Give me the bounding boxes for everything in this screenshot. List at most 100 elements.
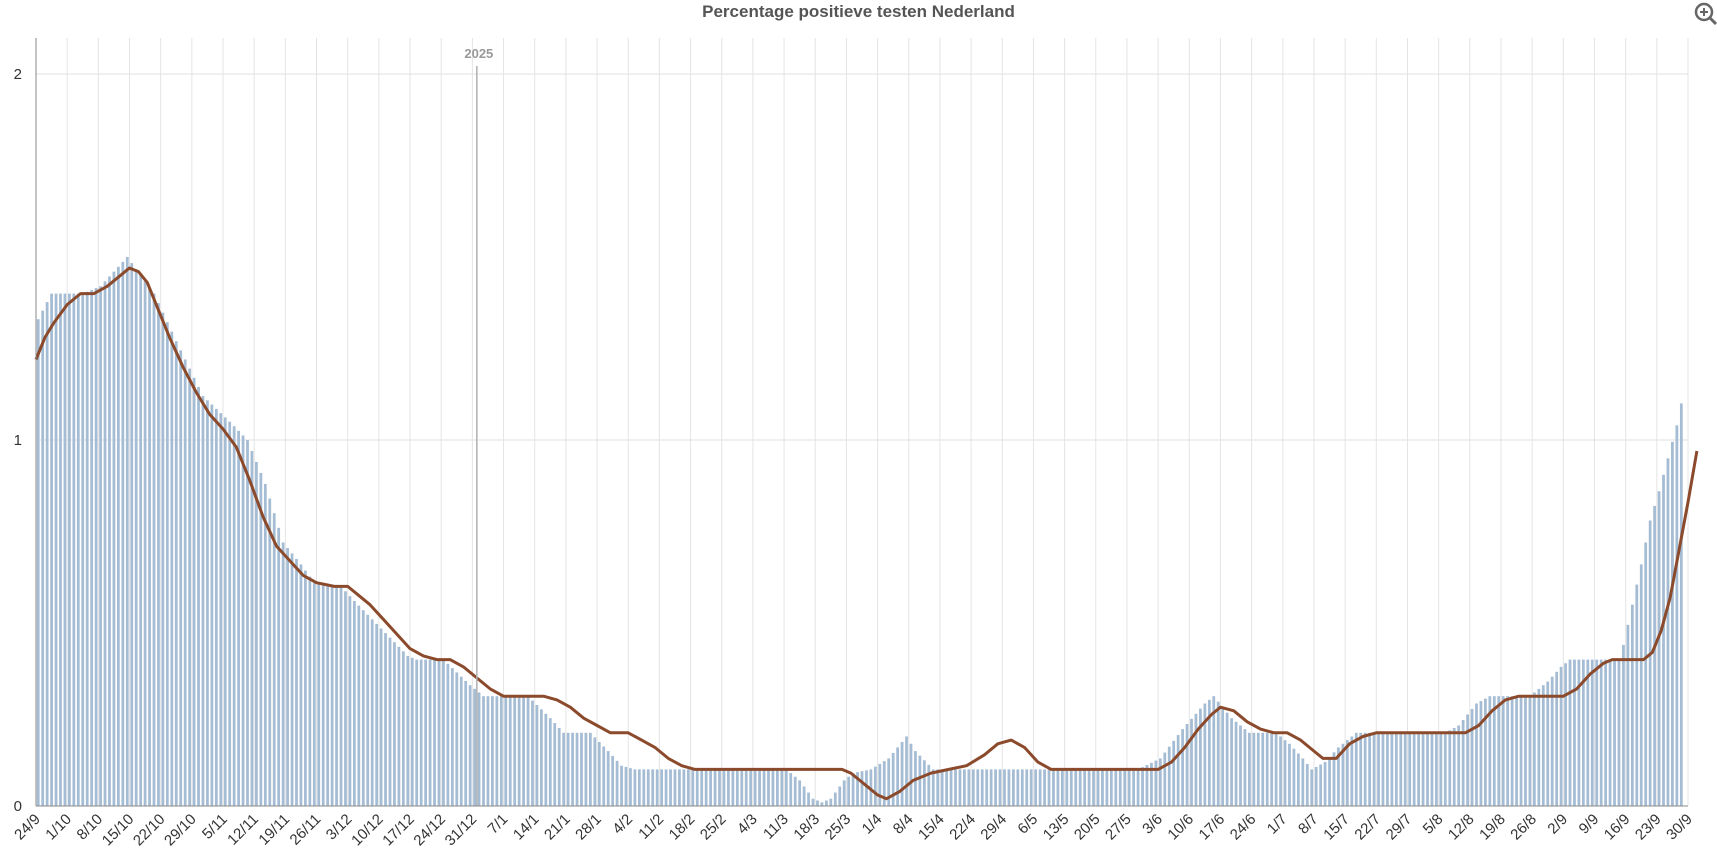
bar xyxy=(1599,659,1603,806)
bar xyxy=(1350,736,1354,806)
bar xyxy=(971,769,975,806)
bar xyxy=(41,310,45,806)
x-tick-label: 4/3 xyxy=(734,811,761,838)
bar xyxy=(446,663,450,806)
bar xyxy=(1185,724,1189,806)
bar xyxy=(922,760,926,806)
x-tick-label: 15/10 xyxy=(99,811,138,850)
bar xyxy=(1573,659,1576,806)
bar xyxy=(1359,732,1363,806)
zoom-icon[interactable] xyxy=(1691,0,1717,26)
bar xyxy=(268,498,272,806)
bar xyxy=(820,802,824,806)
bar xyxy=(179,350,183,806)
bar xyxy=(1248,732,1251,806)
x-tick-label: 22/4 xyxy=(946,811,979,844)
bar xyxy=(99,286,102,806)
bar xyxy=(637,769,641,806)
bar xyxy=(1479,701,1483,806)
bar xyxy=(802,786,806,806)
bar xyxy=(678,769,681,806)
bar xyxy=(789,773,793,806)
bar xyxy=(1626,624,1630,806)
bar xyxy=(152,293,156,807)
bar xyxy=(1399,732,1403,806)
year-marker-label: 2025 xyxy=(464,46,493,61)
bar xyxy=(660,769,663,806)
bar xyxy=(1519,696,1523,806)
bar xyxy=(1007,769,1011,806)
bar xyxy=(370,619,374,806)
bar xyxy=(1546,681,1550,806)
x-tick-label: 28/1 xyxy=(572,811,605,844)
bar xyxy=(1510,696,1514,806)
bar xyxy=(339,586,343,806)
bar xyxy=(1167,746,1171,806)
bar xyxy=(504,696,508,806)
bar xyxy=(290,553,294,806)
bar xyxy=(1644,542,1648,806)
bar xyxy=(1666,458,1670,806)
bar xyxy=(758,769,761,806)
bar xyxy=(571,732,574,806)
bar xyxy=(1332,752,1336,806)
bar xyxy=(731,769,735,806)
bar xyxy=(424,659,427,806)
bar xyxy=(103,281,107,806)
bar xyxy=(838,786,842,806)
x-tick-label: 12/11 xyxy=(224,811,262,849)
x-tick-label: 21/1 xyxy=(541,811,574,844)
bar xyxy=(896,747,899,806)
bar xyxy=(384,633,387,806)
bar xyxy=(1230,718,1233,806)
bar xyxy=(433,659,436,806)
bar xyxy=(1225,712,1229,806)
bar xyxy=(1301,758,1305,806)
bar xyxy=(740,769,744,806)
bar xyxy=(526,696,530,806)
bar xyxy=(1105,769,1109,806)
x-tick-label: 29/4 xyxy=(977,811,1010,844)
bar xyxy=(1092,769,1095,806)
x-tick-label: 27/5 xyxy=(1102,811,1135,844)
bar xyxy=(976,769,980,806)
bar xyxy=(700,769,704,806)
bar xyxy=(1118,769,1122,806)
bar xyxy=(406,655,410,806)
bar xyxy=(1043,769,1046,806)
bar xyxy=(1114,769,1118,806)
bar xyxy=(900,741,904,806)
bar xyxy=(36,319,40,806)
x-tick-label: 11/2 xyxy=(635,811,667,843)
bar xyxy=(134,269,138,806)
bar xyxy=(1613,659,1616,806)
bar xyxy=(1029,769,1033,806)
bar xyxy=(1671,441,1674,806)
x-tick-label: 24/6 xyxy=(1227,811,1260,844)
bar xyxy=(1528,696,1532,806)
x-tick-label: 12/8 xyxy=(1445,811,1478,844)
x-tick-label: 25/3 xyxy=(822,811,855,844)
bar xyxy=(174,341,178,806)
bar xyxy=(419,659,423,806)
bar xyxy=(865,770,868,806)
bar xyxy=(673,769,677,806)
bar xyxy=(1679,403,1683,806)
bar xyxy=(192,377,196,806)
bar xyxy=(197,386,200,806)
bar xyxy=(1101,769,1104,806)
bar xyxy=(873,766,877,806)
bar xyxy=(1025,769,1029,806)
bar xyxy=(263,483,267,806)
x-tick-label: 1/7 xyxy=(1264,811,1291,838)
bar xyxy=(985,769,989,806)
bar xyxy=(517,696,521,806)
bar xyxy=(1314,766,1318,806)
x-tick-label: 6/5 xyxy=(1014,811,1041,838)
bar xyxy=(246,440,249,806)
bar xyxy=(980,769,984,806)
bar xyxy=(771,769,775,806)
bar xyxy=(277,527,281,806)
bar xyxy=(615,760,619,806)
